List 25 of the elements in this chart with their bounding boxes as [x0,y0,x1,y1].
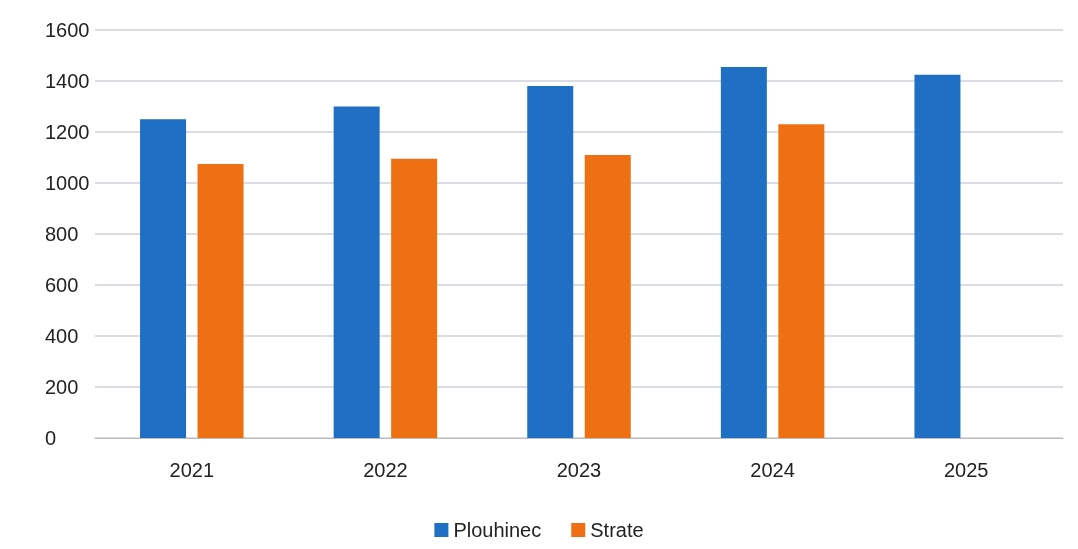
y-tick-label: 1400 [45,70,90,92]
y-tick-label: 600 [45,274,79,296]
x-tick-label: 2023 [556,459,602,481]
y-tick-label: 1000 [45,172,90,194]
y-tick-label: 400 [45,325,79,347]
y-tick-label: 0 [45,427,57,449]
legend-label: Plouhinec [453,519,542,541]
x-tick-label: 2024 [750,459,795,481]
legend-label: Strate [590,519,644,541]
x-tick-label: 2025 [943,459,989,481]
y-tick-label: 1600 [45,19,90,41]
bar [333,106,380,438]
y-tick-label: 200 [45,376,79,398]
bar [584,154,631,438]
x-tick-label: 2021 [169,459,215,481]
bar [720,66,767,438]
x-tick-label: 2022 [363,459,408,481]
bar [197,163,244,438]
bar [140,119,187,438]
bar [527,86,574,438]
y-tick-label: 1200 [45,121,90,143]
y-tick-label: 800 [45,223,79,245]
bar [914,74,961,438]
bar [391,158,438,438]
bar [778,124,825,438]
